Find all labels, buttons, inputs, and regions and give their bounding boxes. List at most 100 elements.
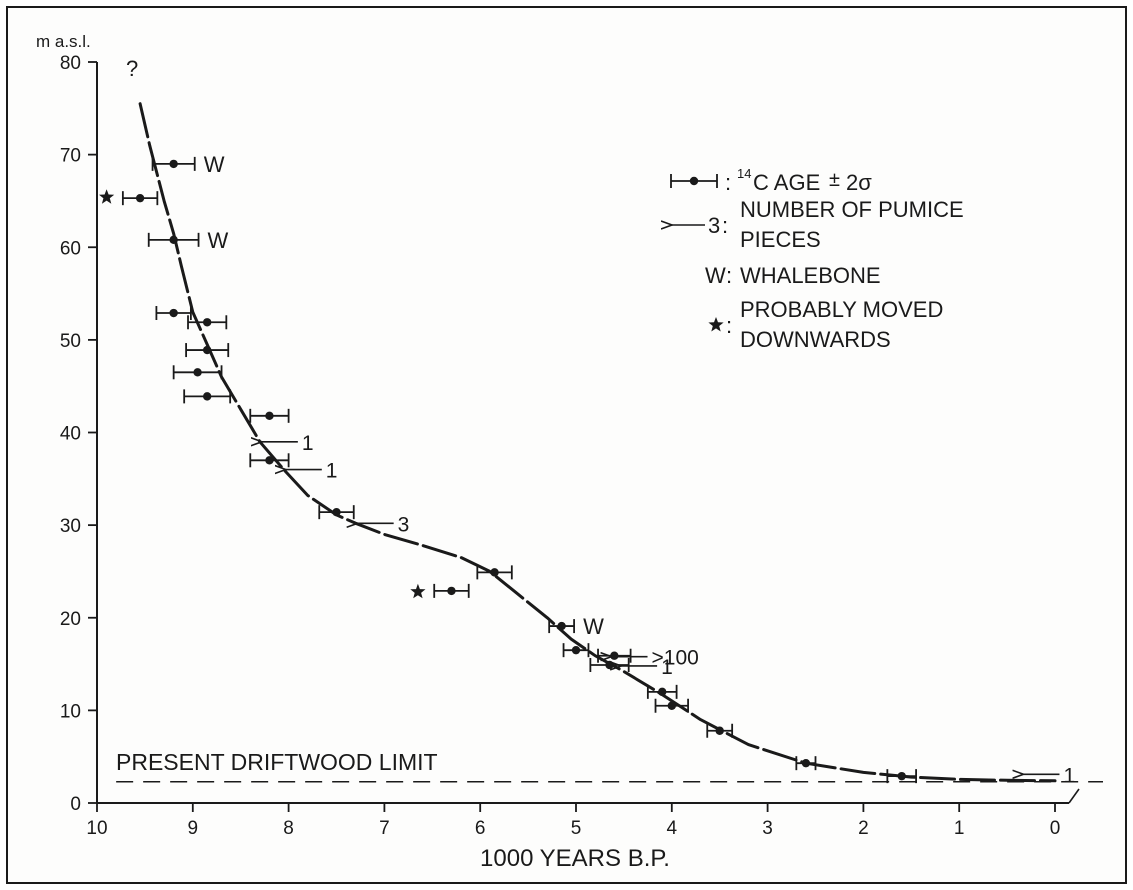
y-tick-label: 10 <box>60 701 81 722</box>
y-tick-label: 80 <box>60 53 81 74</box>
y-tick-label: 50 <box>60 331 81 352</box>
moved-sample-star <box>410 583 426 599</box>
dated-sample <box>318 505 355 520</box>
sample-point <box>897 771 906 781</box>
y-tick-label: 0 <box>70 794 81 815</box>
sample-point <box>490 568 499 577</box>
sample-point <box>135 193 145 203</box>
legend-pumice-colon: : <box>722 213 728 238</box>
dated-sample <box>121 191 159 206</box>
uncertain-label: ? <box>126 56 138 81</box>
sample-point <box>193 368 202 377</box>
pumice-count-label: >100 <box>652 647 699 670</box>
dated-sample <box>476 565 513 580</box>
legend-moved-colon: : <box>726 313 732 338</box>
moved-sample-star <box>99 189 115 204</box>
dated-sample <box>589 657 630 672</box>
legend-whalebone-text: WHALEBONE <box>740 263 881 288</box>
driftwood-limit-label: PRESENT DRIFTWOOD LIMIT <box>116 749 438 775</box>
x-tick-label: 10 <box>86 818 107 839</box>
x-tick-label: 5 <box>571 818 582 839</box>
legend-age-sigma: 2σ <box>846 170 872 195</box>
driftwood-limit: PRESENT DRIFTWOOD LIMIT <box>116 749 1103 783</box>
legend-whalebone-symbol: W <box>705 263 726 288</box>
y-axis-label: m a.s.l. <box>36 32 91 51</box>
pumice-find: 1 <box>262 432 314 455</box>
x-axis-label: 1000 YEARS B.P. <box>480 845 670 872</box>
dated-sample <box>249 408 290 423</box>
x-axis-end-tick <box>1068 788 1080 804</box>
x-tick-label: 0 <box>1050 818 1061 839</box>
legend-pumice-symbol: 3 <box>708 213 720 238</box>
dated-sample <box>183 389 232 404</box>
x-tick-label: 7 <box>379 818 390 839</box>
sample-point <box>332 507 341 517</box>
pumice-count-label: 3 <box>398 513 410 536</box>
dated-sample <box>155 306 192 321</box>
dated-sample <box>249 453 290 468</box>
legend-moved: : PROBABLY MOVED DOWNWARDS <box>708 297 943 352</box>
dated-sample <box>654 698 689 713</box>
dated-sample: W <box>151 152 225 177</box>
x-tick-label: 3 <box>762 818 773 839</box>
sample-point <box>202 318 212 327</box>
legend-moved-text: PROBABLY MOVED <box>740 297 943 322</box>
sample-point <box>169 235 178 245</box>
legend-age-text: C AGE <box>753 170 820 195</box>
dated-sample <box>185 343 230 358</box>
legend-pumice: 3: NUMBER OF PUMICE PIECES <box>672 197 964 252</box>
dated-sample: W <box>147 228 229 253</box>
dated-sample <box>187 315 228 330</box>
pumice-find: 3 <box>358 513 410 536</box>
sample-point <box>202 392 212 401</box>
sample-point <box>610 651 619 660</box>
y-tick-label: 30 <box>60 516 81 537</box>
whalebone-label: W <box>583 614 604 639</box>
chart-frame <box>6 6 1127 884</box>
sample-point <box>658 687 667 697</box>
pumice-find: 1 <box>286 460 338 483</box>
x-tick-label: 4 <box>667 818 678 839</box>
x-tick-label: 2 <box>858 818 869 839</box>
sample-point <box>447 586 456 596</box>
legend-moved-text: DOWNWARDS <box>740 327 891 352</box>
y-tick-label: 70 <box>60 146 81 167</box>
legend-whalebone-colon: : <box>726 263 732 288</box>
legend-moved-star <box>708 317 724 332</box>
sample-point <box>667 701 676 710</box>
y-tick-label: 20 <box>60 609 81 630</box>
sample-point <box>169 308 178 318</box>
dated-sample <box>562 643 590 658</box>
sample-point <box>557 621 566 631</box>
sample-point <box>265 456 274 465</box>
whalebone-label: W <box>208 228 229 253</box>
legend-age-plusminus: ± <box>829 169 840 191</box>
trend-curve: ? <box>126 56 1057 783</box>
dated-sample: W <box>548 614 604 639</box>
legend-age-colon: : <box>725 170 731 195</box>
legend-point <box>689 176 699 186</box>
sample-point <box>605 660 614 670</box>
y-tick-label: 40 <box>60 424 81 445</box>
dated-sample <box>433 583 470 598</box>
sample-point <box>169 159 178 169</box>
x-tick-label: 1 <box>954 818 965 839</box>
x-tick-label: 6 <box>475 818 486 839</box>
x-tick-label: 8 <box>283 818 294 839</box>
sample-point <box>265 411 274 421</box>
pumice-count-label: 1 <box>302 432 314 455</box>
sample-point <box>202 345 212 355</box>
pumice-count-label: 1 <box>1063 764 1075 787</box>
sample-point <box>801 758 811 768</box>
dated-sample <box>172 365 223 380</box>
legend-age-superscript: 14 <box>737 166 751 181</box>
sample-point <box>571 645 581 655</box>
legend-pumice-text: NUMBER OF PUMICE <box>740 197 964 222</box>
sample-point <box>715 726 724 735</box>
pumice-count-label: 1 <box>661 656 673 679</box>
whalebone-label: W <box>204 152 225 177</box>
pumice-count-label: 1 <box>326 460 338 483</box>
